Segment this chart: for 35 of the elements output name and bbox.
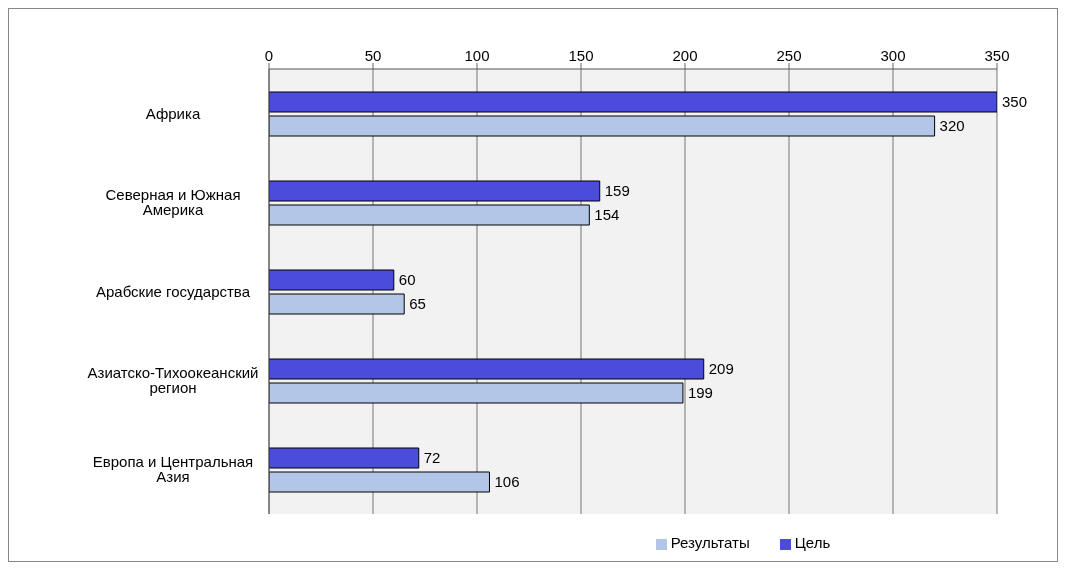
data-label: 60 (398, 271, 416, 289)
legend-label: Результаты (670, 534, 750, 551)
bar (269, 180, 601, 202)
y-tick-label: Северная и Южная Америка (105, 186, 241, 219)
x-tick-label: 50 (364, 47, 382, 64)
data-label: 72 (423, 449, 441, 467)
x-tick-label: 300 (880, 47, 906, 64)
x-tick-label: 250 (776, 47, 802, 64)
bar (269, 471, 490, 493)
data-label: 154 (594, 206, 620, 224)
x-tick-label: 150 (568, 47, 594, 64)
data-label: 159 (604, 182, 630, 200)
data-label: 320 (939, 117, 965, 135)
bar (269, 382, 684, 404)
data-label: 350 (1002, 93, 1028, 111)
legend-label: Цель (794, 534, 831, 551)
bar (269, 91, 997, 113)
bar (269, 115, 936, 137)
x-tick-label: 0 (264, 47, 274, 64)
bar (269, 358, 705, 380)
y-tick-label: Африка (145, 104, 201, 122)
y-tick-label: Арабские государства (96, 282, 251, 300)
data-label: 209 (708, 360, 734, 378)
x-tick-label: 350 (984, 47, 1010, 64)
x-tick-label: 200 (672, 47, 698, 64)
y-tick-label: Европа и Центральная Азия (92, 453, 254, 486)
bar (269, 269, 395, 291)
bar (269, 293, 405, 315)
data-label: 106 (494, 473, 520, 491)
data-label: 199 (687, 384, 713, 402)
data-label: 65 (409, 295, 426, 313)
y-tick-label: Азиатско-Тихоокеанский регион (87, 364, 259, 397)
bar (269, 447, 420, 469)
bar (269, 204, 590, 226)
x-tick-label: 100 (464, 47, 490, 64)
